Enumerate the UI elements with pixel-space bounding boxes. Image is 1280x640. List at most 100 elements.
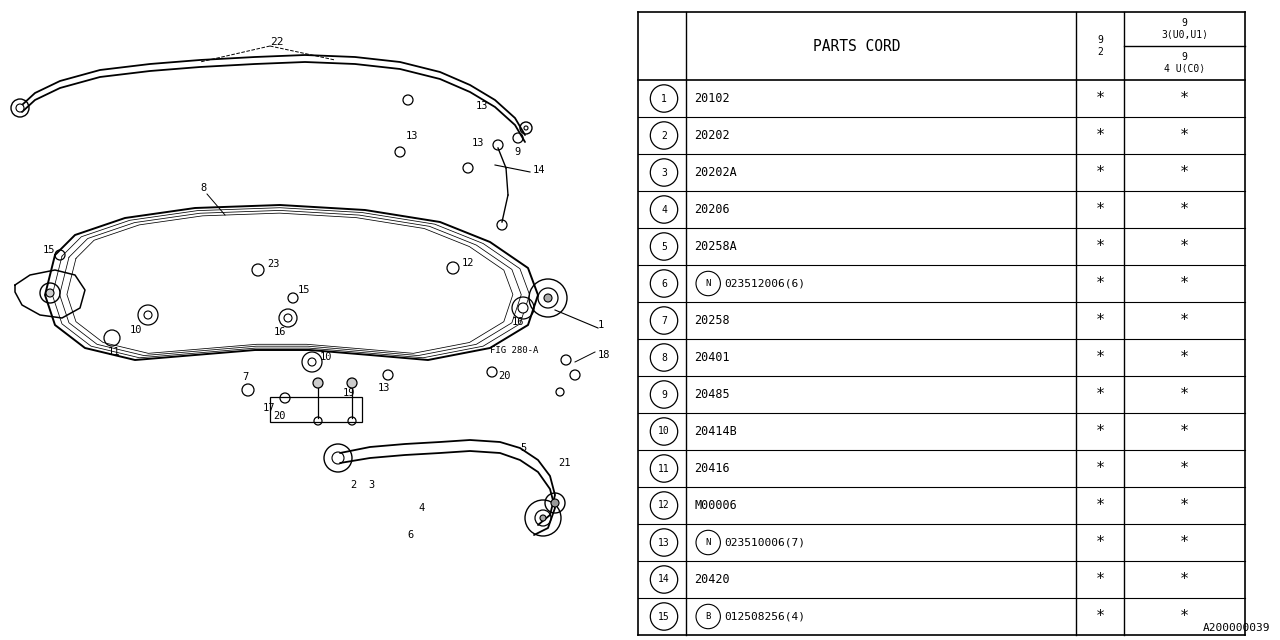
Text: *: * [1180,424,1189,439]
Text: 20202A: 20202A [694,166,737,179]
Text: 20258: 20258 [694,314,730,327]
Text: 18: 18 [598,350,611,360]
Text: 9: 9 [515,147,520,157]
Text: 13: 13 [378,383,390,393]
Circle shape [308,358,316,366]
Circle shape [540,515,547,521]
Text: 3: 3 [369,480,374,490]
Text: *: * [1096,239,1105,254]
Text: 9
4 U⟨C0⟩: 9 4 U⟨C0⟩ [1164,52,1204,74]
Circle shape [46,289,54,297]
Text: 6: 6 [407,530,413,540]
Text: *: * [1096,461,1105,476]
Text: 9
3⟨U0,U1⟩: 9 3⟨U0,U1⟩ [1161,18,1208,40]
Text: M00006: M00006 [694,499,737,512]
Text: *: * [1180,239,1189,254]
Text: *: * [1096,609,1105,624]
Text: 20485: 20485 [694,388,730,401]
Text: *: * [1096,202,1105,217]
Text: 12: 12 [462,258,475,268]
Text: 4: 4 [419,503,424,513]
Text: 23: 23 [268,259,279,269]
Text: 012508256(4): 012508256(4) [724,611,805,621]
Text: 15: 15 [658,611,669,621]
Text: *: * [1096,276,1105,291]
Circle shape [314,378,323,388]
Bar [270,397,362,422]
Text: *: * [1180,498,1189,513]
Text: B: B [705,612,710,621]
Text: 20: 20 [498,371,511,381]
Circle shape [145,311,152,319]
Circle shape [550,499,559,507]
Text: *: * [1096,424,1105,439]
Text: N: N [705,279,710,288]
Text: 8: 8 [660,353,667,362]
Text: 13: 13 [476,101,489,111]
Text: 10: 10 [658,426,669,436]
Text: 4: 4 [660,205,667,214]
Text: 22: 22 [270,37,283,47]
Text: 20258A: 20258A [694,240,737,253]
Text: 5: 5 [520,443,526,453]
Text: 9: 9 [660,390,667,399]
Text: 14: 14 [658,575,669,584]
Text: 15: 15 [298,285,311,295]
Text: *: * [1180,165,1189,180]
Text: 17: 17 [262,403,275,413]
Text: 21: 21 [558,458,571,468]
Circle shape [518,303,529,313]
Text: 10: 10 [131,325,142,335]
Text: N: N [705,538,710,547]
Text: 2: 2 [660,131,667,141]
Text: 20416: 20416 [694,462,730,475]
Text: *: * [1180,609,1189,624]
Text: 3: 3 [660,168,667,177]
Text: *: * [1096,350,1105,365]
Text: 1: 1 [598,320,604,330]
Text: 16: 16 [512,317,525,327]
Text: 13: 13 [406,131,419,141]
Text: 13: 13 [658,538,669,547]
Text: 5: 5 [660,241,667,252]
Text: 11: 11 [108,347,120,357]
Text: 023512006(6): 023512006(6) [724,278,805,289]
Text: PARTS CORD: PARTS CORD [813,38,901,54]
Text: 12: 12 [658,500,669,511]
Text: 19: 19 [343,388,356,398]
Text: 6: 6 [660,278,667,289]
Circle shape [544,294,552,302]
Text: 16: 16 [274,327,287,337]
Text: *: * [1180,535,1189,550]
Circle shape [284,314,292,322]
Text: *: * [1096,498,1105,513]
Text: 023510006(7): 023510006(7) [724,538,805,547]
Text: 9
2: 9 2 [1097,35,1103,57]
Text: *: * [1180,128,1189,143]
Text: 20202: 20202 [694,129,730,142]
Text: *: * [1180,91,1189,106]
Text: *: * [1096,128,1105,143]
Text: 2: 2 [349,480,356,490]
Text: *: * [1180,202,1189,217]
Text: 20401: 20401 [694,351,730,364]
Text: *: * [1096,91,1105,106]
Text: 13: 13 [472,138,485,148]
Circle shape [347,378,357,388]
Text: 20102: 20102 [694,92,730,105]
Text: *: * [1180,387,1189,402]
Text: *: * [1096,535,1105,550]
Text: 11: 11 [658,463,669,474]
Text: *: * [1096,313,1105,328]
Text: 20414B: 20414B [694,425,737,438]
Text: 7: 7 [660,316,667,326]
Text: 7: 7 [242,372,248,382]
Text: 15: 15 [44,245,55,255]
Text: *: * [1180,350,1189,365]
Text: 20206: 20206 [694,203,730,216]
Circle shape [524,126,529,130]
Text: FIG 280-A: FIG 280-A [490,346,539,355]
Text: 20: 20 [273,411,285,421]
Text: A200000039: A200000039 [1202,623,1270,633]
Text: *: * [1180,276,1189,291]
